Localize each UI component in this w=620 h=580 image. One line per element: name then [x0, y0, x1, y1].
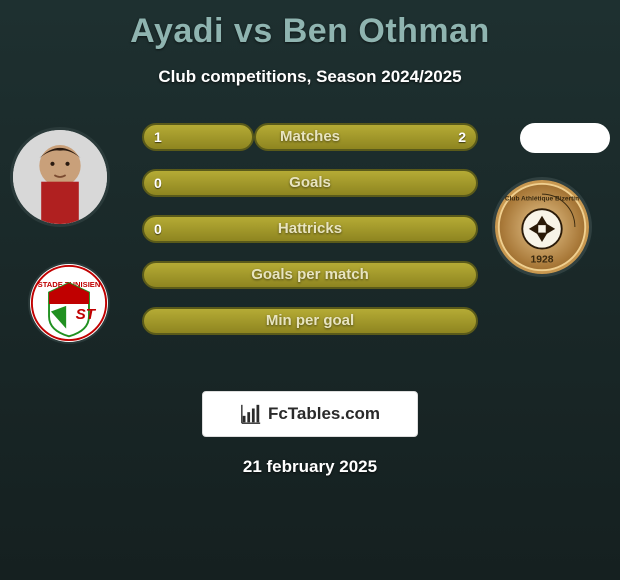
- stat-value-left: 0: [154, 215, 162, 243]
- stat-label: Hattricks: [142, 215, 478, 243]
- svg-text:ST: ST: [76, 306, 97, 323]
- stat-value-right: 2: [458, 123, 466, 151]
- stat-label: Matches: [142, 123, 478, 151]
- player-left-photo: [10, 127, 110, 227]
- club-badge-left-icon: STADE TUNISIEN ST: [30, 264, 108, 342]
- stat-row: Goals0: [142, 169, 478, 197]
- player-right-photo: [520, 123, 610, 153]
- comparison-card: Ayadi vs Ben Othman Club competitions, S…: [0, 0, 620, 580]
- player-left-face-icon: [13, 130, 107, 224]
- club-badge-left: STADE TUNISIEN ST: [28, 262, 110, 344]
- stat-row: Hattricks0: [142, 215, 478, 243]
- date-label: 21 february 2025: [0, 457, 620, 477]
- content-area: STADE TUNISIEN ST Club Athlétique Bizert…: [0, 117, 620, 367]
- page-title: Ayadi vs Ben Othman: [0, 12, 620, 51]
- stat-label: Min per goal: [142, 307, 478, 335]
- bar-chart-icon: [240, 403, 262, 425]
- stat-label: Goals: [142, 169, 478, 197]
- svg-text:Club Athlétique Bizertin: Club Athlétique Bizertin: [505, 196, 579, 203]
- stat-row: Min per goal: [142, 307, 478, 335]
- svg-text:1928: 1928: [531, 255, 554, 266]
- stat-row: Matches1 2: [142, 123, 478, 151]
- club-badge-right: Club Athlétique Bizertin 1928: [492, 177, 592, 277]
- club-badge-right-icon: Club Athlétique Bizertin 1928: [495, 180, 589, 274]
- stat-bars: Matches12Goals0Hattricks0Goals per match…: [142, 117, 478, 335]
- subtitle: Club competitions, Season 2024/2025: [0, 67, 620, 87]
- fctables-logo: FcTables.com: [202, 391, 418, 437]
- stat-label: Goals per match: [142, 261, 478, 289]
- stat-value-left: 0: [154, 169, 162, 197]
- stat-value-left: 1: [154, 123, 162, 151]
- stat-row: Goals per match: [142, 261, 478, 289]
- fctables-logo-text: FcTables.com: [268, 404, 380, 424]
